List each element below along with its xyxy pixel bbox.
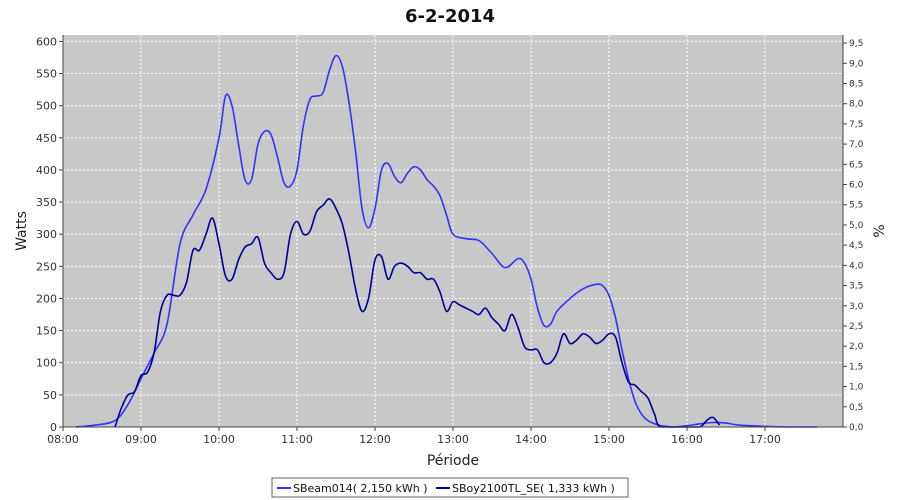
x-tick-label: 08:00: [47, 433, 79, 446]
y2-tick-label: 8,0: [849, 100, 864, 110]
y2-tick-label: 9,0: [849, 59, 864, 69]
y2-tick-label: 6,5: [849, 160, 863, 170]
y2-tick-label: 7,0: [849, 140, 864, 150]
series-lines: [75, 54, 817, 428]
legend-label-1: SBeam014( 2,150 kWh ): [293, 482, 428, 495]
x-tick-label: 17:00: [749, 433, 781, 446]
y2-tick-label: 5,0: [849, 221, 864, 231]
x-tick-label: 15:00: [593, 433, 625, 446]
y-tick-label: 500: [36, 100, 57, 113]
series-line-2: [114, 198, 721, 428]
y2-tick-label: 0,0: [849, 423, 864, 433]
y2-tick-label: 9,5: [849, 39, 863, 49]
y-tick-label: 150: [36, 325, 57, 338]
x-axis-title: Période: [427, 453, 479, 469]
x-tick-label: 12:00: [359, 433, 391, 446]
y2-tick-label: 4,5: [849, 241, 863, 251]
y-tick-label: 300: [36, 228, 57, 241]
x-tick-label: 10:00: [203, 433, 235, 446]
series-line-1: [75, 54, 817, 428]
y-tick-label: 350: [36, 196, 57, 209]
x-tick-label: 11:00: [281, 433, 313, 446]
y-tick-label: 400: [36, 164, 57, 177]
y2-tick-label: 8,5: [849, 79, 863, 89]
y2-axis-ticks: 0,0 0,5 1,0 1,5 2,0 2,5 3,0 3,5 4,0 4,5 5,0 5,5 6,0 6…: [843, 39, 864, 433]
y-tick-label: 550: [36, 68, 57, 81]
y2-tick-label: 2,0: [849, 342, 864, 352]
y2-tick-label: 3,5: [849, 282, 863, 292]
y-tick-label: 200: [36, 292, 57, 305]
y-tick-label: 600: [36, 35, 57, 48]
legend: SBeam014( 2,150 kWh ) SBoy2100TL_SE( 1,3…: [271, 477, 629, 498]
y2-tick-label: 5,5: [849, 201, 863, 211]
y-tick-label: 50: [43, 389, 57, 402]
x-axis-ticks: 08:00 09:00 10:00 11:00 12:00 13:00 14:00 15:00…: [47, 427, 781, 446]
grid: [62, 35, 843, 427]
x-tick-label: 09:00: [125, 433, 157, 446]
x-tick-label: 13:00: [437, 433, 469, 446]
x-tick-label: 14:00: [515, 433, 547, 446]
y-tick-label: 100: [36, 357, 57, 370]
y2-tick-label: 0,5: [849, 403, 863, 413]
y-tick-label: 0: [50, 421, 57, 434]
y-axis-ticks: 0 50 100 150 200 250 300 350 400 450 500 550 600: [36, 35, 63, 434]
x-tick-label: 16:00: [671, 433, 703, 446]
chart-title: 6-2-2014: [405, 6, 495, 27]
y2-tick-label: 4,0: [849, 261, 864, 271]
y-axis-title: Watts: [14, 211, 30, 251]
y-tick-label: 450: [36, 132, 57, 145]
y2-tick-label: 7,5: [849, 120, 863, 130]
y2-tick-label: 1,5: [849, 362, 863, 372]
y2-axis-title: %: [872, 224, 888, 237]
legend-label-2: SBoy2100TL_SE( 1,333 kWh ): [452, 482, 615, 495]
y2-tick-label: 3,0: [849, 302, 864, 312]
y2-tick-label: 1,0: [849, 383, 864, 393]
y2-tick-label: 6,0: [849, 181, 864, 191]
y-tick-label: 250: [36, 260, 57, 273]
y2-tick-label: 2,5: [849, 322, 863, 332]
